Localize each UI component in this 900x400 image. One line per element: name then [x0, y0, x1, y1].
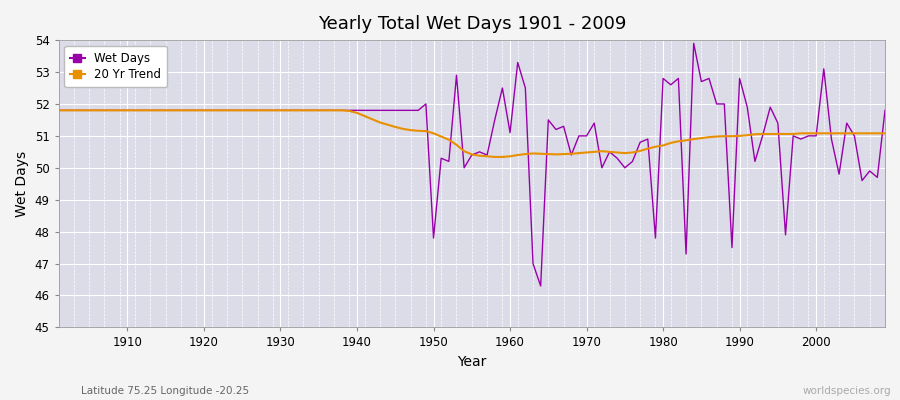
X-axis label: Year: Year — [457, 355, 487, 369]
Title: Yearly Total Wet Days 1901 - 2009: Yearly Total Wet Days 1901 - 2009 — [318, 15, 626, 33]
Text: Latitude 75.25 Longitude -20.25: Latitude 75.25 Longitude -20.25 — [81, 386, 249, 396]
Text: worldspecies.org: worldspecies.org — [803, 386, 891, 396]
Legend: Wet Days, 20 Yr Trend: Wet Days, 20 Yr Trend — [65, 46, 166, 87]
Y-axis label: Wet Days: Wet Days — [15, 151, 29, 217]
